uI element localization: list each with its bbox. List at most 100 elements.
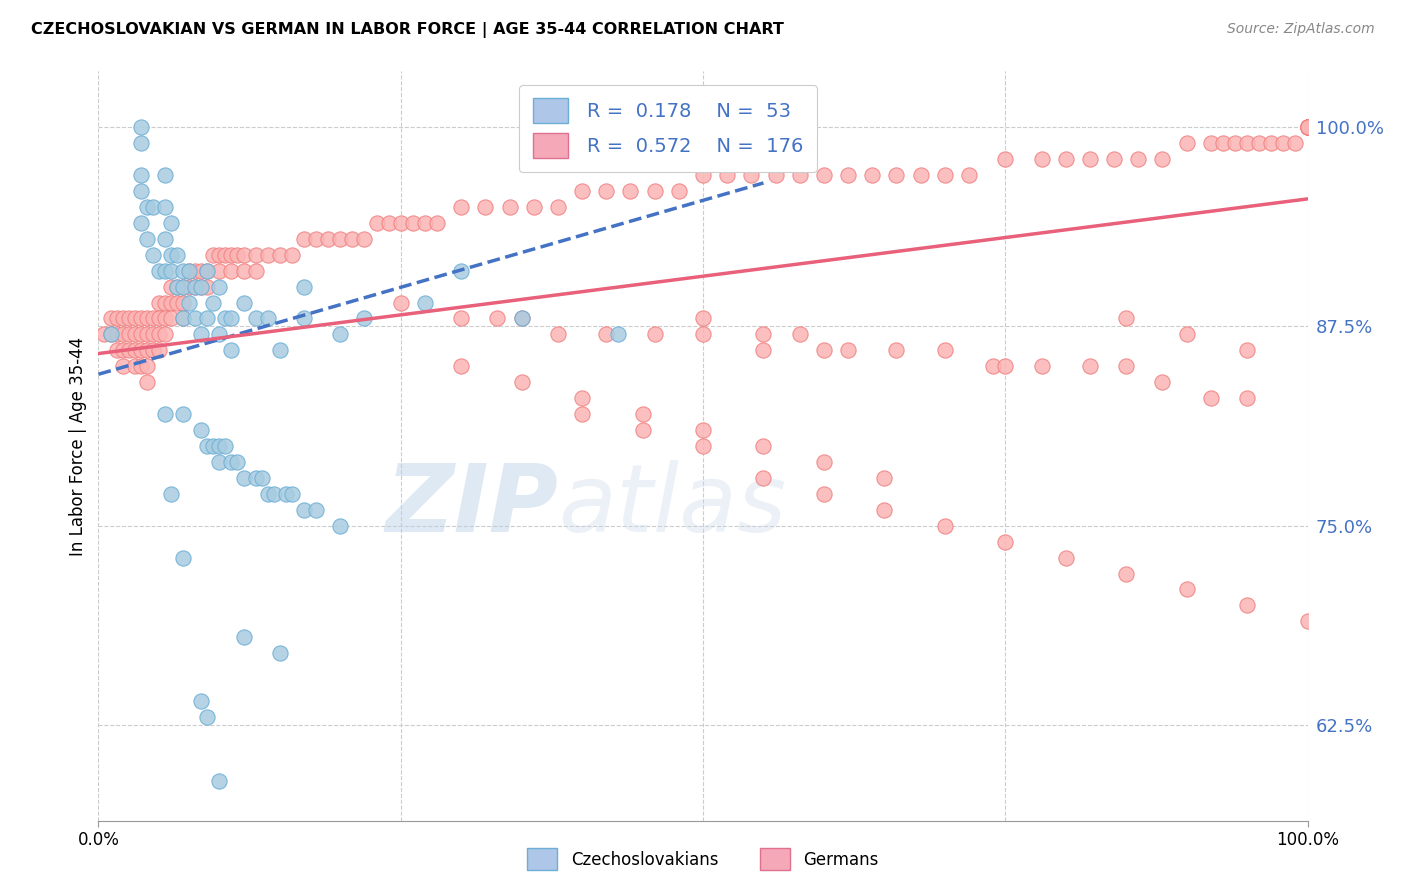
Point bbox=[129, 343, 152, 358]
Point bbox=[195, 263, 218, 277]
Point bbox=[221, 248, 243, 262]
Point bbox=[232, 295, 254, 310]
Point bbox=[190, 423, 212, 437]
Point bbox=[179, 263, 201, 277]
Point bbox=[129, 184, 152, 198]
Point bbox=[450, 359, 472, 374]
Point bbox=[232, 471, 254, 485]
Point bbox=[166, 279, 188, 293]
Point bbox=[245, 471, 267, 485]
Point bbox=[142, 200, 165, 214]
Point bbox=[232, 630, 254, 644]
Point bbox=[450, 200, 472, 214]
Point bbox=[329, 518, 352, 533]
Point bbox=[208, 327, 231, 342]
Point bbox=[105, 343, 128, 358]
Point bbox=[1152, 376, 1174, 390]
Point bbox=[316, 232, 339, 246]
Point bbox=[1054, 550, 1077, 565]
Point bbox=[124, 327, 146, 342]
Point bbox=[263, 487, 285, 501]
Point bbox=[93, 327, 115, 342]
Point bbox=[813, 343, 835, 358]
Point bbox=[160, 263, 183, 277]
Point bbox=[329, 327, 352, 342]
Point bbox=[752, 439, 775, 453]
Point bbox=[118, 327, 141, 342]
Point bbox=[172, 311, 194, 326]
Point bbox=[789, 327, 811, 342]
Point bbox=[166, 279, 188, 293]
Point bbox=[994, 359, 1017, 374]
Point bbox=[1115, 359, 1137, 374]
Point bbox=[1272, 136, 1295, 150]
Point bbox=[269, 343, 291, 358]
Point bbox=[269, 248, 291, 262]
Point bbox=[166, 295, 188, 310]
Point bbox=[1199, 136, 1222, 150]
Point bbox=[1296, 120, 1319, 135]
Point bbox=[274, 487, 297, 501]
Point bbox=[208, 439, 231, 453]
Legend: Czechoslovakians, Germans: Czechoslovakians, Germans bbox=[520, 842, 886, 877]
Point bbox=[716, 168, 738, 182]
Point bbox=[245, 263, 267, 277]
Point bbox=[1078, 152, 1101, 166]
Point bbox=[172, 311, 194, 326]
Point bbox=[281, 487, 304, 501]
Point bbox=[413, 295, 436, 310]
Point bbox=[1296, 120, 1319, 135]
Point bbox=[148, 311, 170, 326]
Point bbox=[160, 311, 183, 326]
Point bbox=[184, 311, 207, 326]
Point bbox=[214, 248, 236, 262]
Point bbox=[389, 216, 412, 230]
Point bbox=[789, 168, 811, 182]
Point bbox=[179, 295, 201, 310]
Point bbox=[135, 343, 157, 358]
Point bbox=[221, 455, 243, 469]
Point bbox=[135, 376, 157, 390]
Point bbox=[547, 200, 569, 214]
Point bbox=[214, 311, 236, 326]
Point bbox=[129, 327, 152, 342]
Point bbox=[195, 710, 218, 724]
Point bbox=[886, 168, 908, 182]
Point bbox=[402, 216, 425, 230]
Point bbox=[111, 327, 134, 342]
Point bbox=[1296, 120, 1319, 135]
Point bbox=[190, 279, 212, 293]
Point bbox=[135, 359, 157, 374]
Point bbox=[166, 248, 188, 262]
Point bbox=[100, 327, 122, 342]
Point bbox=[353, 232, 375, 246]
Point bbox=[184, 263, 207, 277]
Point bbox=[329, 232, 352, 246]
Point bbox=[226, 248, 249, 262]
Point bbox=[202, 295, 225, 310]
Point bbox=[1296, 615, 1319, 629]
Point bbox=[135, 232, 157, 246]
Point bbox=[1236, 599, 1258, 613]
Point bbox=[129, 168, 152, 182]
Point bbox=[486, 311, 509, 326]
Point bbox=[129, 120, 152, 135]
Point bbox=[184, 279, 207, 293]
Point bbox=[1236, 343, 1258, 358]
Point bbox=[474, 200, 496, 214]
Point bbox=[111, 359, 134, 374]
Point bbox=[142, 327, 165, 342]
Point bbox=[172, 279, 194, 293]
Point bbox=[190, 327, 212, 342]
Point bbox=[153, 263, 176, 277]
Point bbox=[366, 216, 388, 230]
Y-axis label: In Labor Force | Age 35-44: In Labor Force | Age 35-44 bbox=[69, 336, 87, 556]
Point bbox=[190, 694, 212, 708]
Point bbox=[129, 359, 152, 374]
Point bbox=[752, 471, 775, 485]
Point bbox=[981, 359, 1004, 374]
Point bbox=[221, 263, 243, 277]
Point bbox=[607, 327, 630, 342]
Point bbox=[873, 502, 896, 516]
Point bbox=[100, 311, 122, 326]
